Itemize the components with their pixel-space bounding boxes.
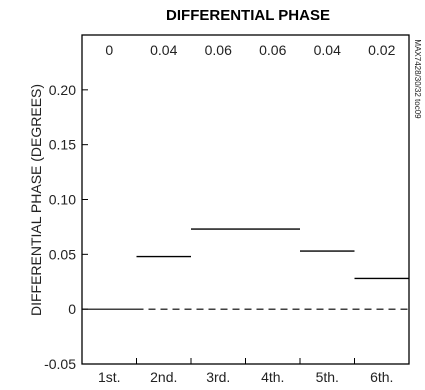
x-tick-label: 2nd.	[150, 369, 177, 385]
value-label: 0.04	[314, 42, 341, 58]
y-tick-label: 0.15	[49, 137, 76, 153]
x-category-dividers	[136, 358, 355, 364]
x-tick-label: 6th.	[370, 369, 393, 385]
value-label: 0	[105, 42, 113, 58]
value-label: 0.02	[368, 42, 395, 58]
y-tick-label: 0	[68, 301, 76, 317]
plot-frame	[81, 34, 410, 365]
value-labels: 0 0.04 0.06 0.06 0.04 0.02	[105, 42, 395, 58]
value-label: 0.06	[205, 42, 232, 58]
side-note: MAX7428/30/32 toc09	[413, 39, 422, 119]
value-label: 0.06	[259, 42, 286, 58]
y-axis-label: DIFFERENTIAL PHASE (DEGREES)	[28, 84, 44, 316]
y-tick-label: 0.05	[49, 246, 76, 262]
y-tick-label: 0.10	[49, 192, 76, 208]
series-segments	[136, 228, 409, 310]
y-tick-label: -0.05	[44, 356, 76, 372]
value-label: 0.04	[150, 42, 177, 58]
y-tick-label: 0.20	[49, 82, 76, 98]
y-axis-ticks: 0.20 0.15 0.10 0.05 0 -0.05	[44, 82, 88, 372]
chart-title: DIFFERENTIAL PHASE	[166, 7, 330, 24]
x-tick-label: 5th.	[316, 369, 339, 385]
x-axis-ticks: 1st. 2nd. 3rd. 4th. 5th. 6th.	[98, 369, 393, 385]
x-tick-label: 3rd.	[206, 369, 230, 385]
x-tick-label: 4th.	[261, 369, 284, 385]
x-tick-label: 1st.	[98, 369, 121, 385]
